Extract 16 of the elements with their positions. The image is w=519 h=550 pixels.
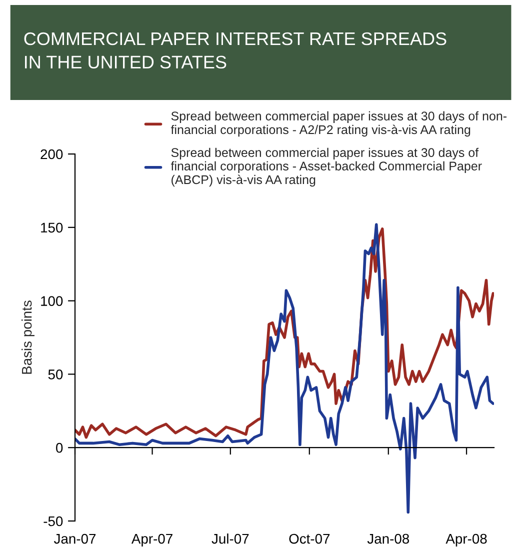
x-tick-label: Jul-07 (212, 534, 249, 544)
y-tick-label: 100 (41, 296, 63, 306)
x-tick-label: Jan-07 (54, 534, 96, 544)
y-tick-label: 200 (40, 149, 63, 160)
x-tick-label: Apr-07 (131, 534, 172, 546)
y-tick-label: 0 (56, 442, 63, 453)
y-tick-label: 50 (48, 370, 63, 380)
x-tick-label: Oct-07 (289, 534, 330, 544)
y-tick-label: -50 (44, 516, 63, 526)
x-tick-label: Apr-08 (446, 534, 487, 546)
chart-title: COMMERCIAL PAPER INTEREST RATE SPREADS IN THE UNITED STATES (24, 32, 446, 69)
x-tick-label: Jan-08 (367, 534, 410, 544)
y-tick-label: 150 (41, 222, 63, 233)
legend-label: Spread between commercial paper issues at 30 days of non- financial corporations - A2/P2 rating vis-à-vis AA rating (170, 111, 507, 137)
y-axis-title: Basis points (22, 300, 34, 374)
legend-label: Spread between commercial paper issues at 30 days of financial corporations - Asset-backed Commercial Paper (ABCP) vis-à-vis AA rating (170, 148, 482, 187)
